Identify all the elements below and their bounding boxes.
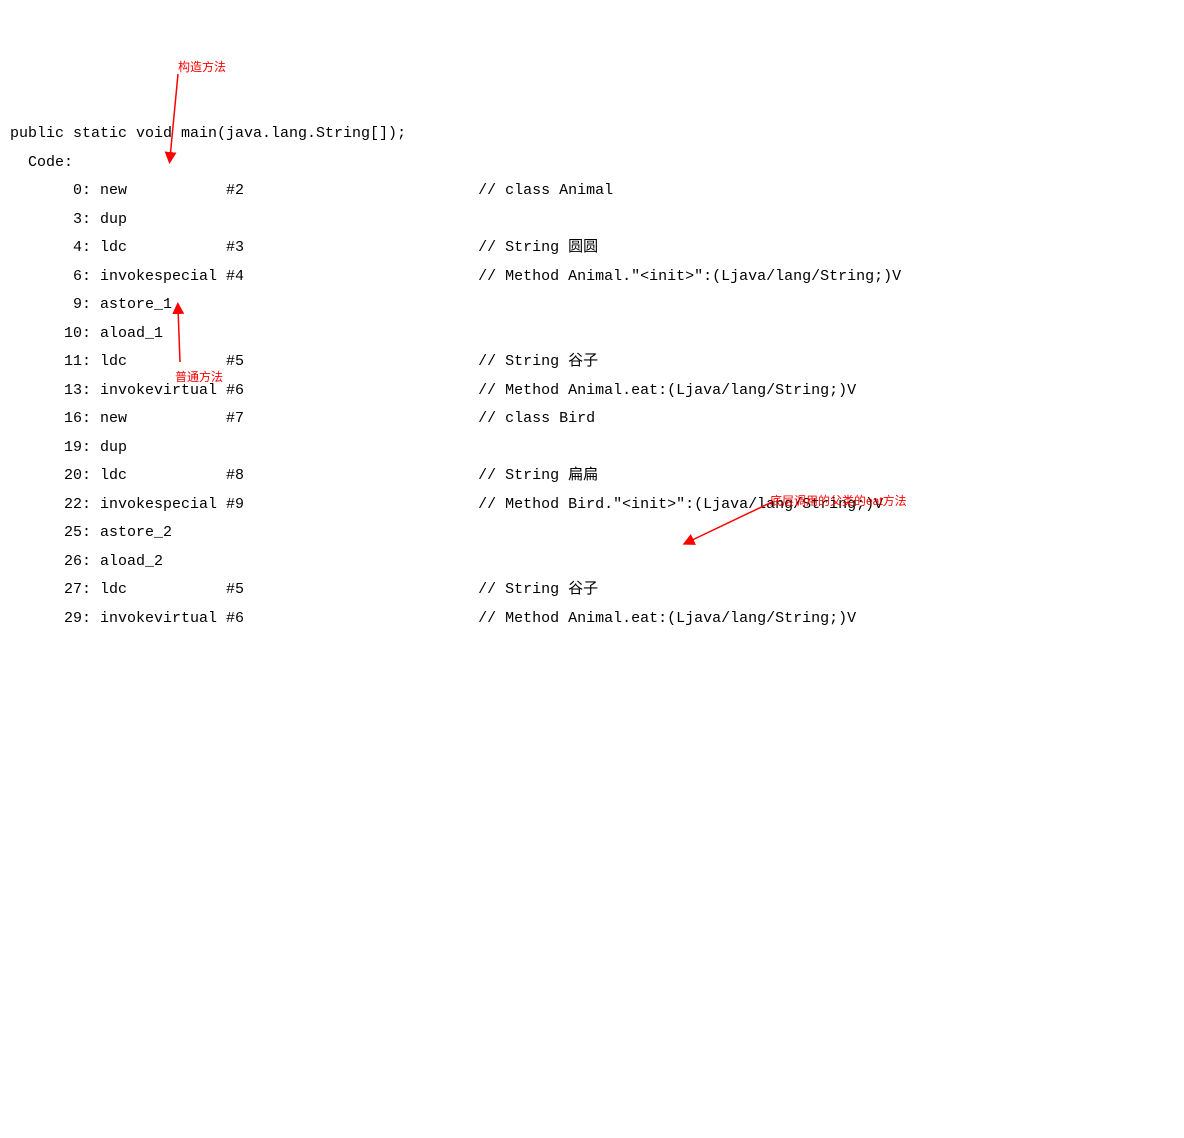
method-signature: public static void main(java.lang.String… xyxy=(10,120,1174,149)
bytecode-line: 6: invokespecial #4 // Method Animal."<i… xyxy=(10,263,1174,292)
bytecode-line: 27: ldc #5 // String 谷子 xyxy=(10,576,1174,605)
bytecode-line: 10: aload_1 xyxy=(10,320,1174,349)
bytecode-line: 26: aload_2 xyxy=(10,548,1174,577)
bytecode-line: 0: new #2 // class Animal xyxy=(10,177,1174,206)
bytecode-line: 19: dup xyxy=(10,434,1174,463)
code-label: Code: xyxy=(10,149,1174,178)
annotation-normal-method: 普通方法 xyxy=(175,366,223,389)
annotation-parent-eat: 底层调用的父类的eat方法 xyxy=(770,490,907,513)
annotation-constructor: 构造方法 xyxy=(178,56,226,79)
bytecode-line: 4: ldc #3 // String 圆圆 xyxy=(10,234,1174,263)
bytecode-line: 3: dup xyxy=(10,206,1174,235)
bytecode-line: 29: invokevirtual #6 // Method Animal.ea… xyxy=(10,605,1174,634)
bytecode-line: 16: new #7 // class Bird xyxy=(10,405,1174,434)
bytecode-line: 25: astore_2 xyxy=(10,519,1174,548)
bytecode-line: 22: invokespecial #9 // Method Bird."<in… xyxy=(10,491,1174,520)
bytecode-line: 9: astore_1 xyxy=(10,291,1174,320)
bytecode-line: 20: ldc #8 // String 扁扁 xyxy=(10,462,1174,491)
